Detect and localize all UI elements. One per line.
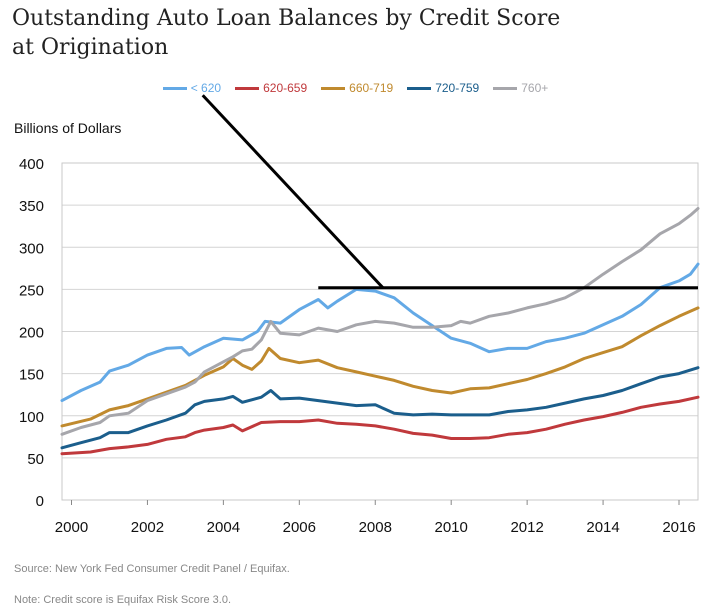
gridlines (62, 204, 698, 459)
chart-title: Outstanding Auto Loan Balances by Credit… (12, 6, 561, 60)
legend-swatch (321, 86, 346, 90)
y-tick-label: 200 (19, 325, 44, 342)
annotation (201, 94, 698, 290)
legend-item: < 620 (162, 80, 222, 96)
y-axis-label: Billions of Dollars (14, 120, 122, 136)
y-tick-label: 50 (27, 451, 44, 468)
legend-swatch (235, 86, 260, 90)
legend-swatch (407, 86, 432, 90)
legend-label: 720-759 (435, 81, 480, 96)
series-line (60, 207, 700, 436)
legend-label: 620-659 (263, 81, 308, 96)
series-line (60, 262, 700, 403)
series-line (60, 395, 700, 456)
y-tick-label: 350 (19, 198, 44, 215)
y-tick-label: 300 (19, 240, 44, 257)
line-chart: 0 50 100 150 200 250 300 350 400 2000 2002 2004 2006… (19, 94, 700, 536)
legend-item: 760+ (493, 80, 548, 95)
y-tick-label: 250 (19, 282, 44, 299)
x-tick-label: 2012 (510, 519, 543, 536)
y-tick-label: 100 (19, 409, 44, 426)
legend-label: < 620 (190, 81, 222, 96)
legend-item: 720-759 (407, 80, 479, 95)
y-tick-label: 400 (19, 156, 44, 173)
series-lines (60, 207, 700, 456)
legend-label: 660-719 (349, 81, 394, 96)
x-tick-label: 2006 (283, 519, 316, 536)
credit-score-note: Note: Credit score is Equifax Risk Score… (14, 594, 232, 606)
axes: 0 50 100 150 200 250 300 350 400 2000 2002 2004 2006… (19, 156, 699, 536)
legend-label: 760+ (521, 81, 549, 96)
annotation-pointer-line (201, 94, 384, 289)
y-tick-label: 150 (19, 367, 44, 384)
x-tick-label: 2010 (435, 519, 468, 536)
legend-item: 660-719 (321, 80, 393, 95)
series-line (60, 306, 700, 428)
legend-item: 620-659 (235, 80, 307, 95)
series-line (60, 366, 700, 450)
chart-legend: < 620 620-659 660-719 720-759 760+ (0, 80, 711, 95)
source-note: Source: New York Fed Consumer Credit Pan… (14, 563, 290, 575)
y-tick-label: 0 (36, 493, 44, 510)
x-tick-label: 2000 (55, 519, 88, 536)
plot-frame (61, 162, 699, 501)
legend-swatch (493, 86, 518, 90)
x-tick-label: 2004 (207, 519, 240, 536)
x-tick-label: 2014 (586, 519, 619, 536)
x-tick-label: 2002 (131, 519, 164, 536)
legend-swatch (162, 86, 187, 90)
x-tick-label: 2016 (662, 519, 695, 536)
x-tick-label: 2008 (359, 519, 392, 536)
